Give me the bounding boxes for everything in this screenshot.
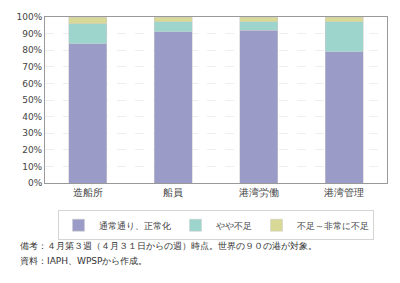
svg-text:90%: 90% xyxy=(22,29,42,39)
svg-text:船員: 船員 xyxy=(163,187,183,198)
svg-text:50%: 50% xyxy=(22,95,42,105)
svg-text:20%: 20% xyxy=(22,145,42,155)
svg-text:港湾労働: 港湾労働 xyxy=(239,187,279,198)
svg-text:通常通り、正常化: 通常通り、正常化 xyxy=(99,221,171,231)
svg-text:70%: 70% xyxy=(22,62,42,72)
svg-text:備考：４月第３週（４月３１日からの週）時点。世界の９０の港が: 備考：４月第３週（４月３１日からの週）時点。世界の９０の港が対象。 xyxy=(20,241,317,251)
svg-text:10%: 10% xyxy=(22,162,42,172)
svg-text:40%: 40% xyxy=(22,112,42,122)
svg-text:60%: 60% xyxy=(22,79,42,89)
svg-text:資料：IAPH、WPSPから作成。: 資料：IAPH、WPSPから作成。 xyxy=(20,256,147,266)
svg-text:港湾管理: 港湾管理 xyxy=(324,187,364,198)
svg-text:80%: 80% xyxy=(22,45,42,55)
svg-text:不足～非常に不足: 不足～非常に不足 xyxy=(297,221,369,231)
svg-text:造船所: 造船所 xyxy=(73,187,103,198)
svg-text:100%: 100% xyxy=(16,12,42,22)
svg-text:30%: 30% xyxy=(22,128,42,138)
svg-text:やや不足: やや不足 xyxy=(216,221,252,231)
svg-text:0%: 0% xyxy=(28,178,43,188)
